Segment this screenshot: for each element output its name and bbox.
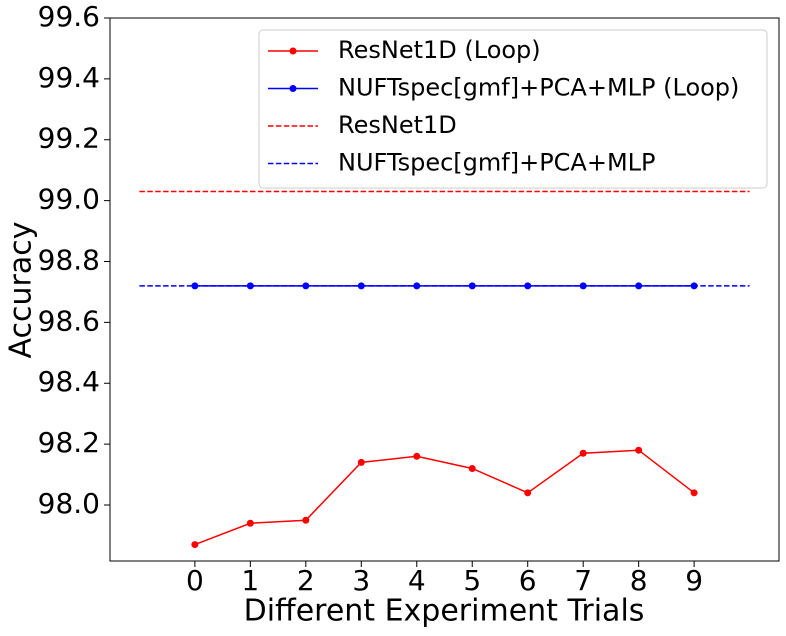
point — [246, 519, 254, 527]
y-tick-label: 98.0 — [38, 487, 100, 520]
x-tick-label: 9 — [685, 564, 703, 597]
y-tick-label: 99.6 — [38, 0, 100, 33]
point — [413, 452, 421, 460]
y-tick-label: 99.4 — [38, 61, 100, 94]
point — [302, 516, 310, 524]
point — [524, 489, 532, 497]
legend-label: ResNet1D (Loop) — [338, 36, 541, 64]
x-tick-label: 6 — [519, 564, 537, 597]
legend-marker — [289, 47, 297, 55]
legend-label: NUFTspec[gmf]+PCA+MLP — [338, 149, 656, 177]
x-tick-label: 8 — [630, 564, 648, 597]
y-tick-label: 98.8 — [38, 243, 100, 276]
point — [635, 446, 643, 454]
x-tick-label: 7 — [574, 564, 592, 597]
legend-label: NUFTspec[gmf]+PCA+MLP (Loop) — [338, 74, 739, 102]
y-tick-label: 98.4 — [38, 365, 100, 398]
y-tick-label: 99.0 — [38, 183, 100, 216]
x-tick-label: 1 — [241, 564, 259, 597]
x-tick-label: 0 — [186, 564, 204, 597]
legend-marker — [289, 85, 297, 92]
point — [579, 449, 587, 457]
point — [357, 458, 365, 466]
x-tick-label: 5 — [463, 564, 481, 597]
series-line — [194, 449, 695, 546]
y-tick-label: 98.2 — [38, 426, 100, 459]
y-tick-label: 99.2 — [38, 122, 100, 155]
y-axis-label: Accuracy — [4, 222, 39, 359]
x-axis-label: Different Experiment Trials — [244, 594, 645, 629]
point — [690, 489, 698, 497]
x-tick-label: 2 — [297, 564, 315, 597]
legend-box — [258, 29, 768, 189]
plot-frame — [109, 17, 780, 562]
y-tick-label: 98.6 — [38, 304, 100, 337]
point — [191, 541, 199, 549]
x-tick-label: 4 — [408, 564, 426, 597]
legend-label: ResNet1D — [338, 111, 457, 139]
point — [468, 464, 476, 472]
x-tick-label: 3 — [352, 564, 370, 597]
